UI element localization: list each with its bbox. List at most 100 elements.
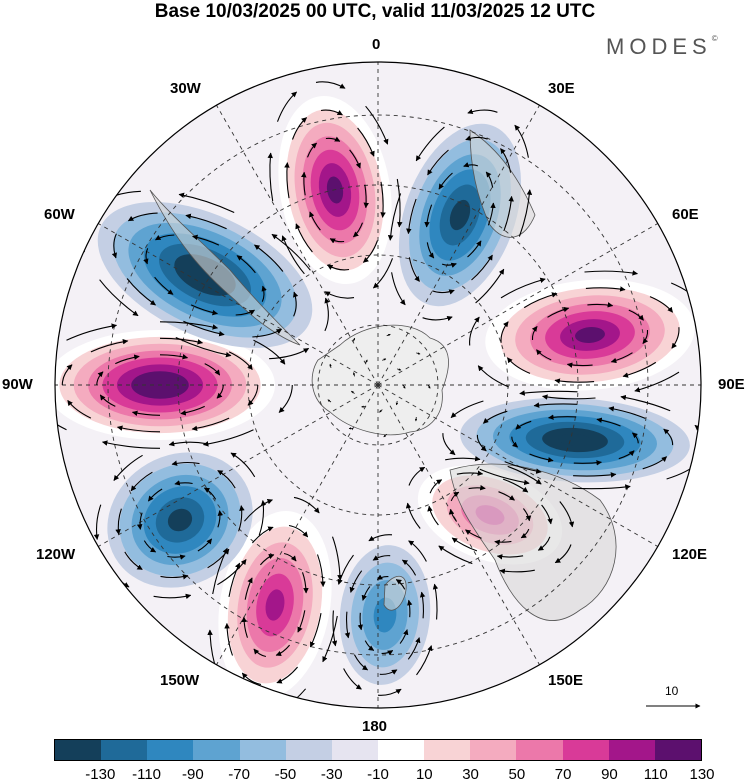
wind-streamline [230, 696, 257, 708]
colorbar-tick-label: -10 [367, 766, 389, 783]
wind-streamline [463, 162, 479, 168]
wind-streamline [445, 455, 481, 462]
wind-streamline [432, 583, 439, 620]
wind-streamline [559, 501, 575, 528]
wind-streamline [438, 172, 453, 190]
wind-streamline [587, 302, 614, 308]
wind-streamline [284, 162, 290, 199]
wind-streamline [533, 402, 577, 408]
wind-streamline [465, 529, 482, 539]
wind-streamline [67, 399, 92, 419]
wind-streamline [408, 466, 426, 486]
colorbar-tick-label: 70 [554, 766, 572, 783]
wind-streamline [566, 362, 593, 368]
lon-label-120w: 120W [36, 546, 76, 563]
wind-streamline [228, 351, 253, 371]
wind-streamline [171, 460, 200, 466]
wind-streamline [407, 599, 413, 618]
wind-streamline [99, 394, 116, 407]
wind-streamline [515, 420, 532, 430]
wind-streamline [628, 309, 644, 321]
positive-anomaly-center [485, 279, 695, 391]
wind-streamline [324, 291, 355, 299]
wind-streamline [357, 127, 375, 157]
colorbar-swatch [516, 740, 563, 760]
colorbar-tick-label: 30 [462, 766, 479, 783]
map-boundary [54, 61, 702, 709]
wind-streamline [573, 472, 617, 478]
wind-streamline [456, 470, 484, 476]
wind-streamline [387, 193, 402, 241]
wind-streamline [572, 484, 631, 490]
wind-streamline [269, 347, 310, 360]
antarctica [311, 324, 449, 436]
wind-streamline [322, 615, 338, 663]
meridian-line [377, 105, 540, 386]
wind-streamline [622, 361, 657, 378]
wind-streamline [153, 593, 192, 600]
modes-logo: MODES© [606, 34, 718, 60]
wind-streamline [99, 279, 139, 317]
wind-streamline [631, 432, 639, 444]
wind-streamline [136, 512, 143, 530]
lon-label-60e: 60E [672, 206, 699, 223]
wind-streamline [224, 622, 234, 656]
wind-streamline [518, 189, 533, 237]
wind-streamline [507, 465, 542, 485]
wind-streamline [297, 610, 306, 633]
wind-streamline [271, 233, 311, 271]
contour-band [575, 327, 605, 343]
wind-streamline [467, 240, 482, 258]
colorbar-tick-label: -70 [228, 766, 250, 783]
wind-streamline [514, 124, 529, 158]
wind-streamline [476, 434, 487, 452]
wind-streamline [531, 325, 538, 341]
wind-streamline [482, 410, 508, 424]
wind-streamline [663, 428, 674, 446]
wind-streamline [115, 508, 122, 535]
wind-streamline [155, 234, 175, 241]
wind-streamline [496, 554, 524, 560]
colorbar-swatch [331, 740, 378, 760]
contour-band [558, 433, 592, 447]
reference-vector-label: 10 [665, 684, 679, 698]
wind-streamline [331, 610, 338, 647]
lon-label-30w: 30W [170, 80, 201, 97]
wind-streamline [700, 324, 701, 354]
polar-wind-arrow [352, 372, 356, 377]
wind-streamline [450, 400, 484, 419]
polar-wind-arrow [382, 358, 387, 361]
wind-streamline [324, 297, 330, 332]
wind-streamline [329, 238, 345, 244]
copyright-mark: © [711, 34, 718, 43]
wind-streamline [217, 470, 236, 489]
wind-streamline [267, 152, 274, 202]
wind-streamline [381, 650, 394, 656]
wind-streamline [116, 425, 161, 433]
wind-streamline [101, 440, 161, 449]
wind-streamline [642, 456, 668, 470]
wind-streamline [415, 126, 445, 162]
wind-streamline [432, 289, 455, 295]
wind-streamline [610, 352, 633, 364]
wind-streamline [243, 499, 273, 522]
wind-streamline [288, 524, 309, 538]
wind-streamline [111, 233, 117, 259]
wind-streamline [61, 364, 73, 386]
wind-streamline [529, 453, 554, 463]
colorbar-swatch [608, 740, 655, 760]
wind-streamline [408, 257, 420, 282]
wind-streamline [511, 436, 519, 448]
wind-streamline [281, 235, 305, 275]
lon-label-90w: 90W [2, 376, 33, 393]
colorbar-tick-label: -50 [274, 766, 297, 783]
colorbar-tick-label: 10 [415, 766, 433, 783]
polar-wind-arrow [397, 368, 402, 371]
wind-streamline [471, 254, 493, 281]
wind-streamline [451, 537, 478, 552]
wind-streamline [90, 338, 129, 353]
colorbar-swatch [424, 740, 471, 760]
meridian-line [98, 384, 379, 547]
wind-streamline [309, 613, 322, 648]
wind-streamline [253, 339, 286, 365]
